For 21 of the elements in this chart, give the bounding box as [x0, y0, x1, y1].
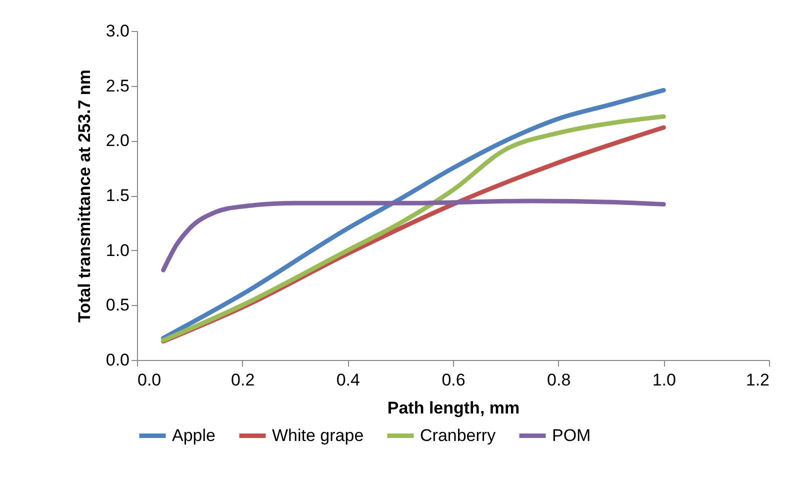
x-tick-label: 0.6: [442, 370, 466, 390]
line-series: [161, 198, 666, 272]
y-tick-label: 2.5: [106, 76, 130, 96]
legend-label: White grape: [272, 426, 364, 445]
x-tick-label: 0.2: [231, 370, 255, 390]
x-tick-label: 1.0: [652, 370, 676, 390]
x-axis-title: Path length, mm: [387, 398, 520, 418]
legend-label: Cranberry: [420, 426, 496, 445]
x-tick-label: 1.2: [746, 370, 770, 390]
y-tick-label: 1.0: [106, 240, 130, 260]
y-tick-label: 0.0: [106, 350, 130, 370]
x-tick-label: 0.0: [138, 370, 162, 390]
y-tick-label: 2.0: [106, 131, 130, 150]
x-tick-label: 0.4: [336, 370, 360, 390]
legend-label: Apple: [172, 426, 216, 445]
y-tick-label: 1.5: [106, 186, 130, 205]
x-tick-label: 0.8: [547, 370, 571, 390]
y-tick-label: 3.0: [106, 22, 130, 40]
y-axis-title: Total transmittance at 253.7 nm: [74, 70, 94, 322]
y-tick-label: 0.5: [106, 296, 130, 315]
legend-label: POM: [552, 426, 591, 445]
